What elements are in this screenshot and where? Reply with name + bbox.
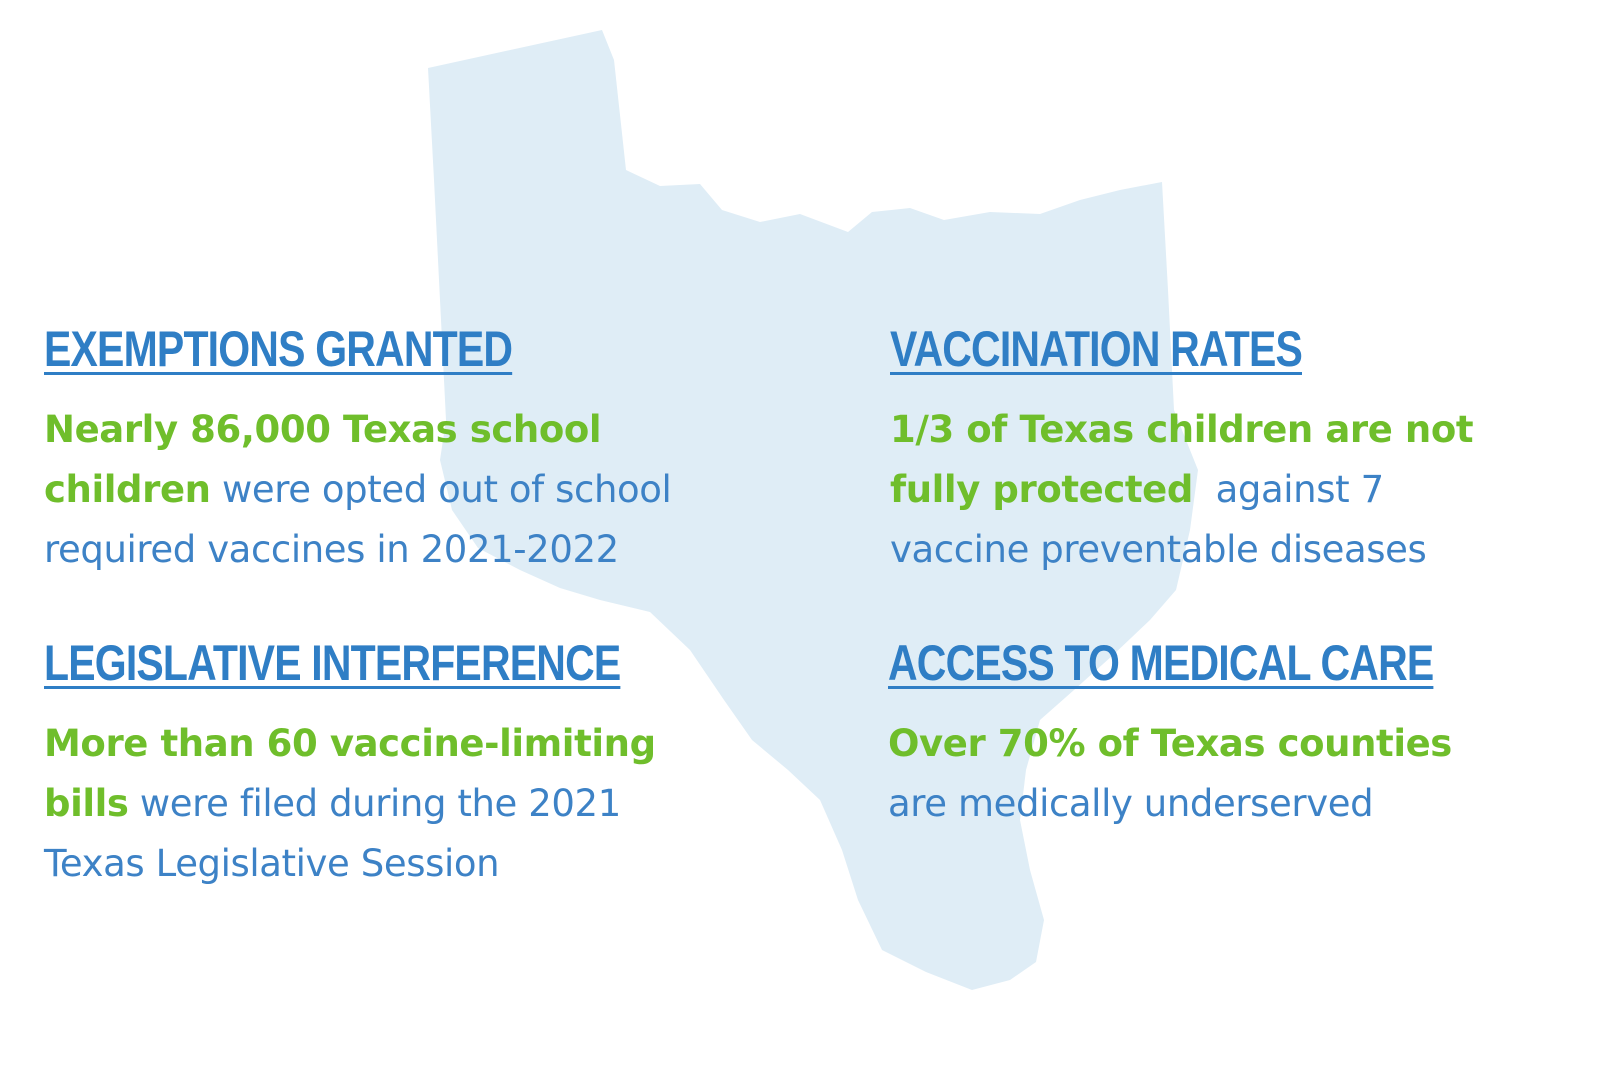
- text-line: 1/3 of Texas children are not: [890, 400, 1474, 460]
- vaccination-rates-text: 1/3 of Texas children are not fully prote…: [890, 400, 1474, 580]
- legislative-interference-text: More than 60 vaccine-limiting bills were …: [44, 714, 747, 894]
- highlight-text: fully protected: [890, 468, 1193, 511]
- text-line: Over 70% of Texas counties: [888, 714, 1553, 774]
- text-line: are medically underserved: [888, 774, 1553, 834]
- access-to-medical-care-block: ACCESS TO MEDICAL CARE Over 70% of Texas…: [888, 636, 1553, 834]
- text-line: fully protected against 7: [890, 460, 1473, 520]
- body-text: were filed during the 2021: [128, 782, 621, 825]
- vaccination-rates-block: VACCINATION RATES 1/3 of Texas children …: [890, 321, 1474, 580]
- text-line: More than 60 vaccine-limiting: [44, 714, 747, 774]
- text-line: children were opted out of school: [44, 460, 672, 520]
- body-text: are medically underserved: [888, 782, 1374, 825]
- exemptions-granted-heading: EXEMPTIONS GRANTED: [44, 321, 513, 377]
- access-to-medical-care-text: Over 70% of Texas counties are medically …: [888, 714, 1553, 834]
- highlight-text: bills: [44, 782, 129, 825]
- text-line: Nearly 86,000 Texas school: [44, 400, 671, 460]
- text-line: vaccine preventable diseases: [890, 520, 1473, 580]
- exemptions-granted-text: Nearly 86,000 Texas school children were …: [44, 400, 672, 580]
- text-line: bills were filed during the 2021: [44, 774, 747, 834]
- legislative-interference-heading: LEGISLATIVE INTERFERENCE: [44, 635, 621, 691]
- body-text: vaccine preventable diseases: [890, 528, 1427, 571]
- highlight-text: children: [44, 468, 211, 511]
- highlight-text: 1/3 of Texas children are not: [890, 408, 1474, 451]
- highlight-text: More than 60 vaccine-limiting: [44, 722, 656, 765]
- legislative-interference-block: LEGISLATIVE INTERFERENCE More than 60 va…: [44, 636, 747, 894]
- text-line: Texas Legislative Session: [44, 834, 747, 894]
- vaccination-rates-heading: VACCINATION RATES: [890, 321, 1303, 377]
- highlight-text: Nearly 86,000 Texas school: [44, 408, 602, 451]
- highlight-text: Over 70% of Texas counties: [888, 722, 1452, 765]
- body-text: required vaccines in 2021-2022: [44, 528, 619, 571]
- body-text: against 7: [1192, 468, 1384, 511]
- body-text: were opted out of school: [210, 468, 672, 511]
- exemptions-granted-block: EXEMPTIONS GRANTED Nearly 86,000 Texas s…: [44, 321, 672, 580]
- body-text: Texas Legislative Session: [44, 842, 500, 885]
- access-to-medical-care-heading: ACCESS TO MEDICAL CARE: [888, 635, 1434, 691]
- text-line: required vaccines in 2021-2022: [44, 520, 671, 580]
